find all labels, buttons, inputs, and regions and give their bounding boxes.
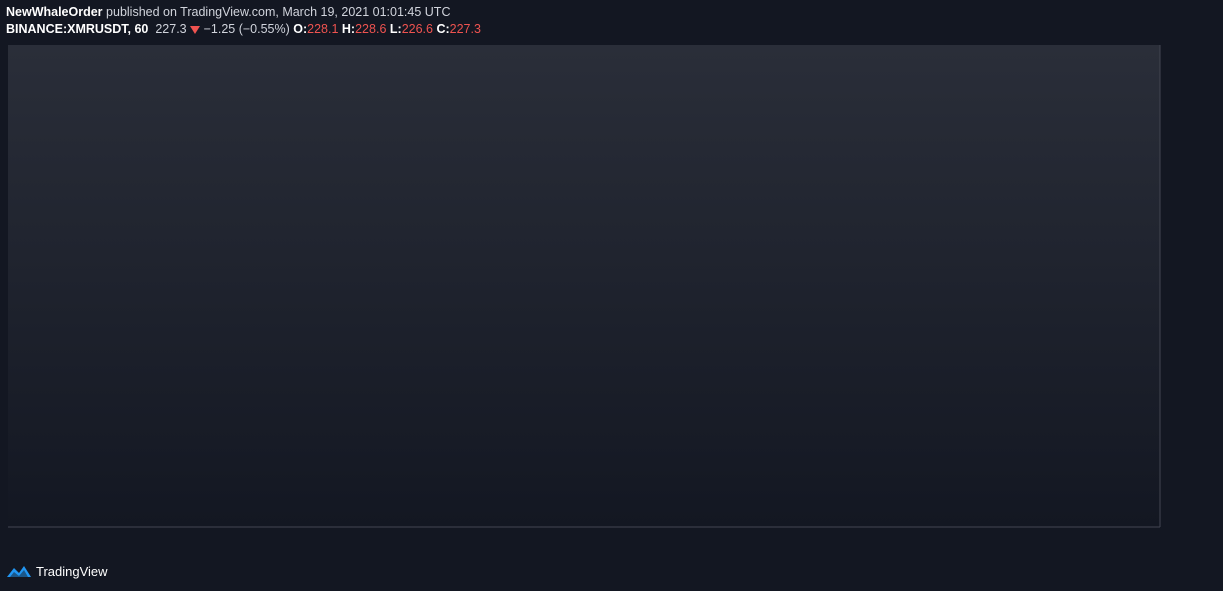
c-label: C: <box>436 22 450 36</box>
footer: TradingView <box>6 563 108 579</box>
chart <box>8 45 1161 528</box>
down-arrow <box>190 26 201 35</box>
h-label: H: <box>341 22 356 36</box>
l-label: L: <box>389 22 402 36</box>
published: published on TradingView.com, March 19, … <box>106 5 451 19</box>
header-line-2: BINANCE:XMRUSDT, 60 227.3 −1.25 (−0.55%)… <box>6 21 481 38</box>
h-value: 228.6 <box>355 22 387 36</box>
o-value: 228.1 <box>307 22 339 36</box>
publisher: NewWhaleOrder <box>6 5 103 19</box>
brand: TradingView <box>36 563 108 579</box>
logo <box>7 566 31 577</box>
l-value: 226.6 <box>401 22 433 36</box>
plot-area <box>8 45 1160 527</box>
o-label: O: <box>293 22 308 36</box>
symbol: BINANCE:XMRUSDT, 60 <box>6 22 149 36</box>
last-price: 227.3 <box>155 22 187 36</box>
header: NewWhaleOrder published on TradingView.c… <box>6 4 481 38</box>
change: −1.25 (−0.55%) <box>203 22 290 36</box>
c-value: 227.3 <box>449 22 481 36</box>
header-line-1: NewWhaleOrder published on TradingView.c… <box>6 4 481 21</box>
